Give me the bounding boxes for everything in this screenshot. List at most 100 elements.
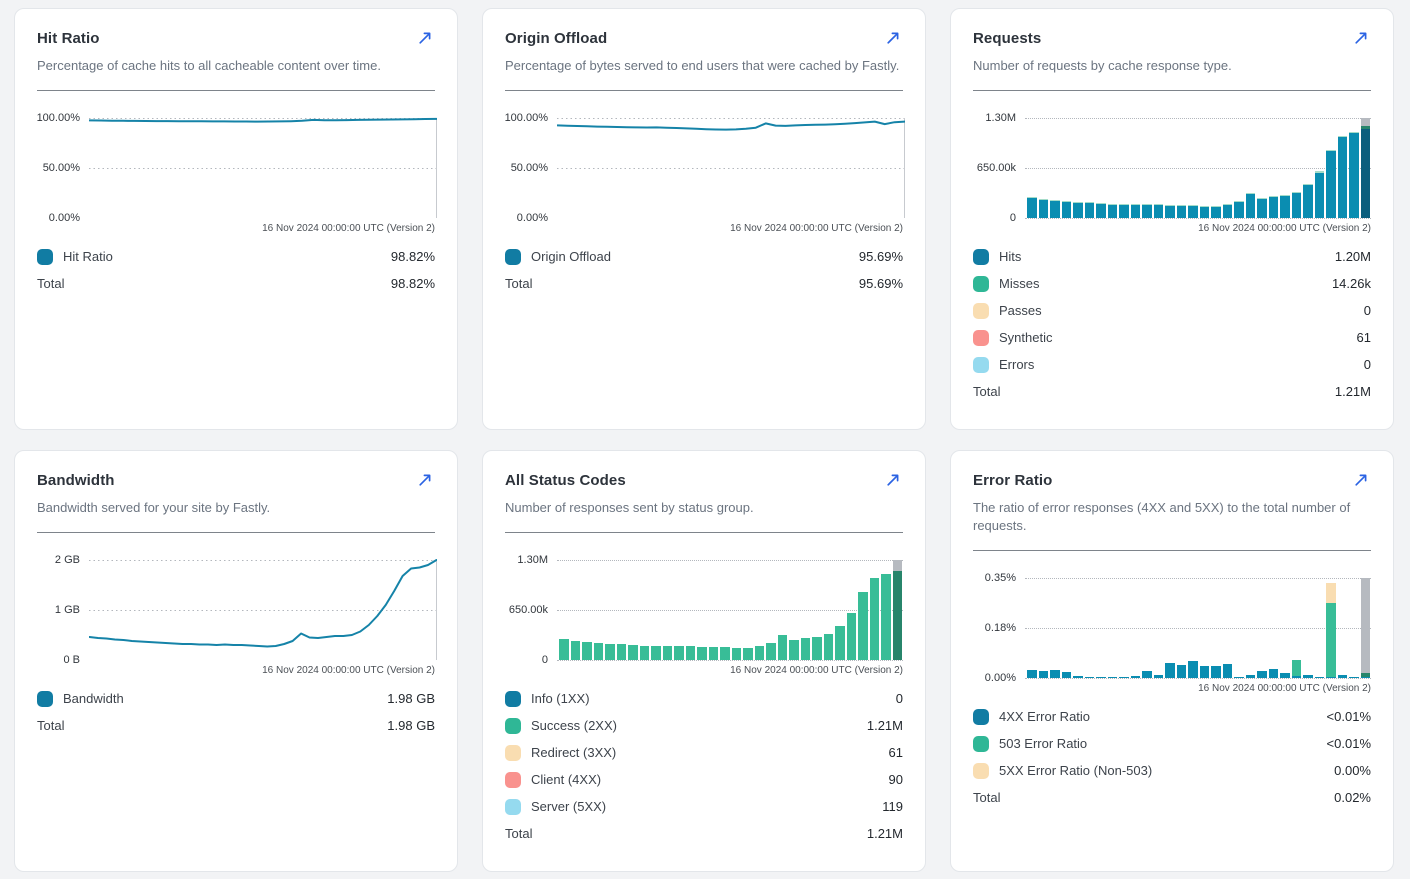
legend-row: Misses 14.26k	[973, 270, 1371, 297]
bar-segment-barGreen	[651, 646, 661, 660]
legend-row: Redirect (3XX) 61	[505, 739, 903, 766]
gridline	[1025, 678, 1371, 679]
bar-segment-barGreen	[731, 648, 741, 660]
chart: 100.00% 50.00% 0.00%	[505, 105, 905, 224]
bar	[1222, 204, 1232, 218]
bar-segment-barGreen	[685, 646, 695, 660]
bar-segment-barGreen	[835, 626, 845, 660]
bar	[1211, 205, 1221, 218]
expand-button[interactable]	[417, 29, 435, 47]
legend-label: Passes	[999, 303, 1042, 318]
card-header: Error Ratio	[973, 470, 1371, 491]
bar-segment-barGreen	[858, 592, 868, 660]
bars-container	[559, 547, 902, 660]
total-value: 0.02%	[1334, 790, 1371, 805]
bar	[1314, 171, 1324, 218]
bar-segment-barBlue	[1153, 205, 1163, 218]
data-line	[89, 117, 437, 123]
bar	[1084, 677, 1094, 678]
bar-segment-gray	[1360, 578, 1370, 674]
bar-segment-barBlue	[1084, 677, 1094, 678]
plot-area	[557, 547, 903, 661]
card-description: The ratio of error responses (4XX and 5X…	[973, 500, 1351, 533]
legend: Origin Offload 95.69%	[505, 243, 903, 270]
legend-row: Server (5XX) 119	[505, 793, 903, 820]
bar	[1303, 184, 1313, 218]
expand-button[interactable]	[885, 471, 903, 489]
chart: 2 GB 1 GB 0 B	[37, 547, 437, 666]
total-label: Total	[37, 718, 65, 733]
y-tick-label: 2 GB	[54, 554, 80, 566]
legend-label: Success (2XX)	[531, 718, 617, 733]
bar-segment-mint	[1130, 203, 1140, 205]
card-header: Origin Offload	[505, 28, 903, 49]
bar-segment-barBlue	[1211, 206, 1221, 218]
bar	[570, 641, 580, 660]
bar-segment-barBlue	[1096, 677, 1106, 678]
bar	[651, 646, 661, 660]
bar	[1176, 664, 1186, 678]
bar	[766, 642, 776, 660]
card-error-ratio: Error Ratio The ratio of error responses…	[950, 450, 1394, 872]
y-tick-label: 0.00%	[516, 212, 548, 224]
bar-segment-barBlue	[1303, 675, 1313, 678]
bar	[1038, 199, 1048, 218]
bar-segment-barGreen	[777, 635, 787, 660]
bar-segment-mint	[1211, 205, 1221, 207]
bar	[1326, 150, 1336, 218]
legend-row: Passes 0	[973, 297, 1371, 324]
bar-segment-gray	[892, 560, 902, 571]
bar-segment-mint	[1027, 197, 1037, 199]
gridline	[557, 660, 903, 661]
bar	[1107, 203, 1117, 218]
expand-button[interactable]	[1353, 471, 1371, 489]
bar-segment-mint	[1073, 201, 1083, 203]
bar-segment-barBlue	[1349, 677, 1359, 678]
bar-segment-barBlue	[1176, 664, 1186, 678]
expand-button[interactable]	[1353, 29, 1371, 47]
bar-segment-mint	[1280, 194, 1290, 196]
card-header: Hit Ratio	[37, 28, 435, 49]
y-tick-label: 650.00k	[976, 162, 1016, 174]
card-title: Hit Ratio	[37, 30, 100, 47]
bar-segment-barBlue	[1245, 194, 1255, 218]
expand-button[interactable]	[885, 29, 903, 47]
bar-segment-barBlue	[1268, 668, 1278, 678]
bar	[1268, 668, 1278, 678]
gridline	[1025, 218, 1371, 219]
card-title: Bandwidth	[37, 472, 115, 489]
legend-label: Synthetic	[999, 330, 1053, 345]
expand-arrow-icon	[1353, 30, 1371, 46]
bar-segment-barBlue	[1326, 151, 1336, 218]
bar	[1222, 664, 1232, 678]
bar-segment-mint	[1337, 136, 1347, 138]
legend-label: Info (1XX)	[531, 691, 590, 706]
legend-label: Origin Offload	[531, 249, 611, 264]
bar-segment-barBlue	[1153, 675, 1163, 678]
bar-segment-barBlue	[1027, 198, 1037, 218]
bar-segment-barBlue	[1234, 201, 1244, 218]
bar-segment-barBlue	[1360, 676, 1370, 678]
y-tick-label: 1.30M	[985, 112, 1016, 124]
bar-segment-barBlue	[1130, 204, 1140, 218]
bar	[582, 642, 592, 660]
total-row: Total 98.82%	[37, 270, 435, 297]
legend-value: 0	[1363, 303, 1371, 318]
bar	[835, 626, 845, 660]
bar-segment-mint	[1176, 205, 1186, 207]
legend-swatch	[505, 798, 521, 815]
legend-row: Origin Offload 95.69%	[505, 243, 903, 270]
total-row: Total 95.69%	[505, 270, 903, 297]
x-axis-label: 16 Nov 2024 00:00:00 UTC (Version 2)	[730, 665, 903, 676]
bar	[1050, 200, 1060, 218]
legend-label: 4XX Error Ratio	[999, 709, 1091, 724]
expand-button[interactable]	[417, 471, 435, 489]
bar	[1165, 204, 1175, 218]
y-tick-label: 50.00%	[42, 162, 80, 174]
bar-segment-barGreen	[582, 642, 592, 660]
legend-row: Hits 1.20M	[973, 243, 1371, 270]
bar	[754, 646, 764, 660]
legend-swatch	[505, 248, 521, 265]
bar-segment-mint	[1245, 193, 1255, 195]
bar-segment-barBlue	[1038, 671, 1048, 678]
